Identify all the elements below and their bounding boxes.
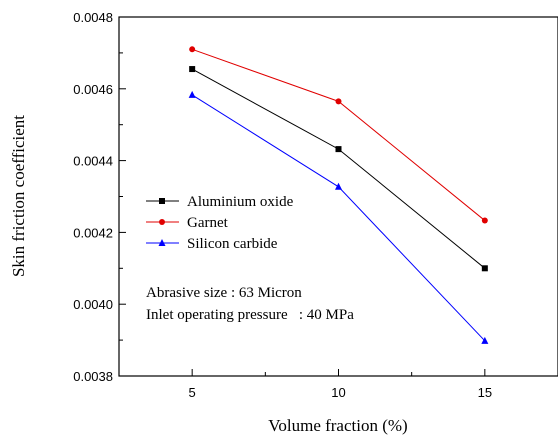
legend-marker-silicon-carbide [158,239,166,246]
data-point-silicon-carbide-1 [335,182,342,190]
annotation-inlet-pressure: Inlet operating pressure : 40 MPa [146,307,354,323]
series-layer [188,46,489,344]
data-point-aluminium-oxide-1 [335,146,342,153]
y-tick-label-5: 0.0048 [73,10,113,25]
legend-marker-aluminium-oxide [159,198,165,204]
legend-label-silicon-carbide: Silicon carbide [187,236,278,252]
legend-item-silicon-carbide: Silicon carbide [146,236,278,252]
legend-marker-garnet [159,219,165,225]
data-point-aluminium-oxide-0 [189,66,196,73]
y-axis-ticks: 0.0038 0.0040 0.0042 0.0044 0.0046 0.0048 [73,10,126,384]
y-tick-label-4: 0.0046 [73,82,113,97]
x-axis-title: Volume fraction (%) [268,416,407,435]
x-tick-label-0: 5 [189,385,196,400]
data-point-aluminium-oxide-2 [481,265,488,272]
y-tick-label-1: 0.0040 [73,297,113,312]
data-point-silicon-carbide-2 [481,336,489,344]
y-axis-title: Skin friction coefficient [9,115,28,277]
legend-item-garnet: Garnet [146,215,229,231]
y-tick-label-3: 0.0044 [73,154,113,169]
y-tick-label-2: 0.0042 [73,225,113,240]
data-point-garnet-2 [481,217,488,224]
x-tick-label-1: 10 [331,385,345,400]
y-tick-label-0: 0.0038 [73,369,113,384]
legend-label-garnet: Garnet [187,215,229,231]
data-point-garnet-0 [189,46,196,53]
data-point-garnet-1 [335,98,342,105]
x-axis-ticks: 5 10 15 [189,369,492,400]
annotation-abrasive-size: Abrasive size : 63 Micron [146,285,302,301]
legend: Aluminium oxide Garnet Silicon carbide [146,194,294,252]
data-point-silicon-carbide-0 [188,90,196,98]
legend-label-aluminium-oxide: Aluminium oxide [187,194,294,210]
legend-item-aluminium-oxide: Aluminium oxide [146,194,294,210]
series-line-silicon-carbide [191,94,486,342]
x-tick-label-2: 15 [478,385,492,400]
